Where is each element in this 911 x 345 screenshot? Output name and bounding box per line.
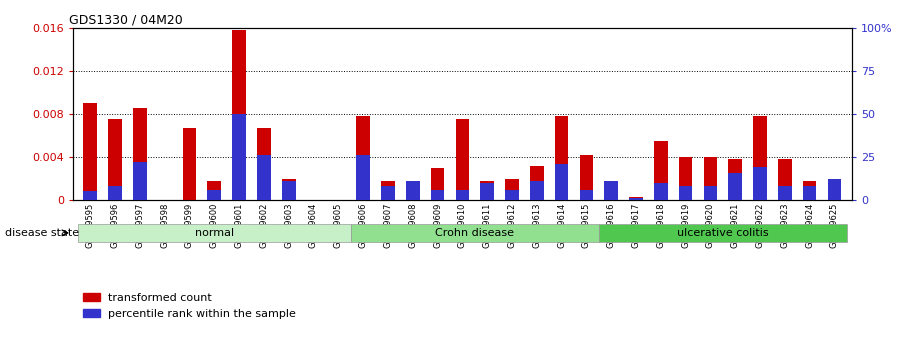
Bar [456,119,469,200]
Bar [406,181,420,200]
Bar [133,162,147,200]
Bar [356,116,370,200]
Bar [729,159,742,200]
Bar [257,155,271,200]
Bar [654,141,668,200]
Bar [654,183,668,200]
Bar [480,181,494,200]
Bar [108,186,122,200]
Bar [356,155,370,200]
Bar [803,181,816,200]
Bar [604,181,618,200]
Bar [679,186,692,200]
Bar [232,114,246,200]
Bar [778,159,792,200]
Bar [753,167,767,200]
Bar [827,179,841,200]
Bar [281,181,295,200]
Bar [281,179,295,200]
Bar [257,128,271,200]
Bar [579,155,593,200]
Bar [351,224,599,242]
Bar [133,108,147,200]
Bar [77,224,351,242]
Bar [679,157,692,200]
Bar [630,197,643,200]
Text: GDS1330 / 04M20: GDS1330 / 04M20 [69,13,183,27]
Bar [505,190,518,200]
Bar [108,119,122,200]
Bar [381,186,394,200]
Bar [827,195,841,200]
Bar [480,183,494,200]
Bar [232,30,246,200]
Bar [84,103,97,200]
Bar [84,191,97,200]
Text: Crohn disease: Crohn disease [435,228,514,238]
Bar [530,166,544,200]
Text: disease state: disease state [5,228,78,238]
Bar [729,172,742,200]
Bar [431,190,445,200]
Bar [555,164,568,200]
Text: ulcerative colitis: ulcerative colitis [677,228,769,238]
Bar [456,190,469,200]
Bar [803,186,816,200]
Bar [753,116,767,200]
Bar [381,181,394,200]
Bar [182,128,196,200]
Bar [703,157,717,200]
Bar [599,224,847,242]
Bar [530,181,544,200]
Bar [505,179,518,200]
Bar [208,190,221,200]
Bar [406,195,420,200]
Bar [630,198,643,200]
Legend: transformed count, percentile rank within the sample: transformed count, percentile rank withi… [78,288,301,323]
Bar [604,197,618,200]
Bar [579,190,593,200]
Bar [778,186,792,200]
Bar [703,186,717,200]
Bar [555,116,568,200]
Bar [208,181,221,200]
Text: normal: normal [195,228,234,238]
Bar [431,168,445,200]
